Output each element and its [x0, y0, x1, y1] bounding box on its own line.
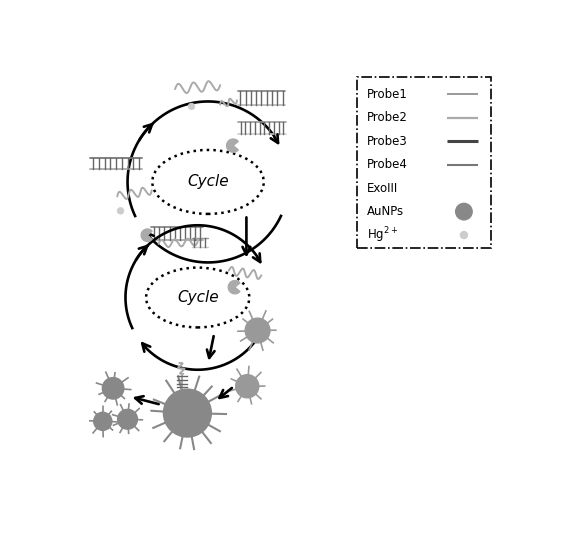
- Text: Cycle: Cycle: [187, 174, 229, 189]
- FancyBboxPatch shape: [357, 77, 490, 248]
- Circle shape: [118, 410, 138, 429]
- Text: Probe2: Probe2: [367, 111, 408, 124]
- Polygon shape: [457, 182, 469, 195]
- Text: Probe3: Probe3: [367, 135, 408, 148]
- Text: Hg$^{2+}$: Hg$^{2+}$: [367, 225, 398, 245]
- Text: Probe4: Probe4: [367, 158, 408, 171]
- Circle shape: [456, 203, 472, 220]
- Text: ExoIII: ExoIII: [367, 182, 398, 195]
- Circle shape: [236, 375, 259, 398]
- Polygon shape: [227, 139, 238, 152]
- Circle shape: [163, 389, 211, 437]
- Circle shape: [460, 232, 468, 239]
- Text: Cycle: Cycle: [177, 290, 219, 305]
- Circle shape: [94, 412, 112, 430]
- Polygon shape: [228, 280, 240, 294]
- Circle shape: [245, 318, 270, 343]
- Circle shape: [102, 377, 124, 399]
- Circle shape: [117, 207, 124, 214]
- Polygon shape: [141, 229, 152, 241]
- Text: AuNPs: AuNPs: [367, 205, 404, 218]
- Text: Probe1: Probe1: [367, 88, 408, 101]
- Circle shape: [188, 103, 195, 110]
